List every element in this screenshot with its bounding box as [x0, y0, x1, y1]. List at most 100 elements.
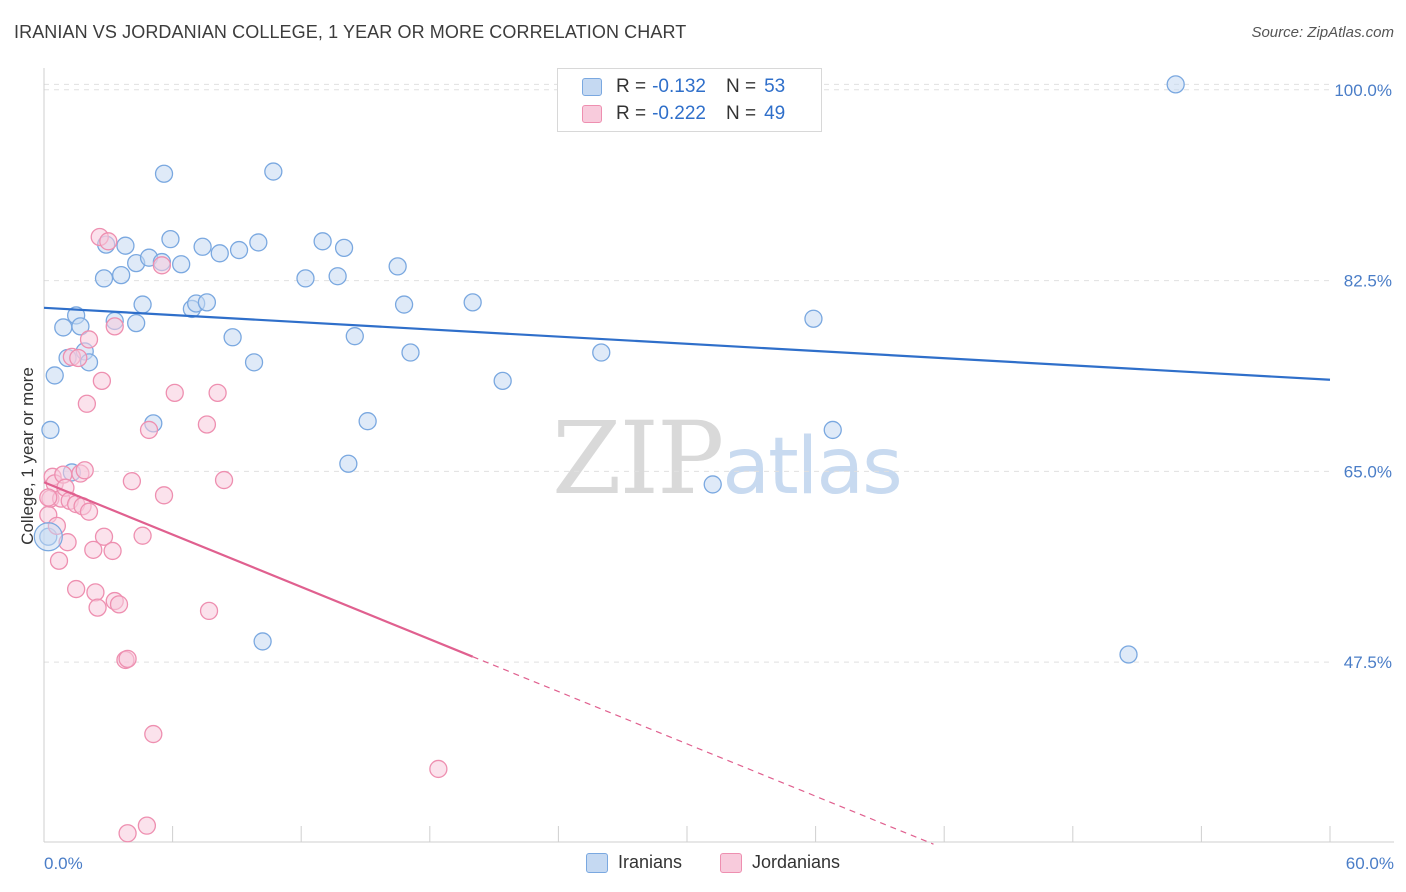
iranian-point: [401, 343, 420, 362]
jordanian-point: [105, 317, 124, 336]
x-tick-label-max: 60.0%: [1346, 854, 1394, 873]
jordanian-point: [152, 256, 172, 275]
iranian-point: [823, 420, 842, 440]
jordanian-point: [154, 486, 174, 505]
jordanian-point: [86, 583, 105, 602]
jordanian-point: [144, 724, 163, 744]
jordanian-point: [118, 824, 137, 843]
jordanian-point: [75, 461, 94, 480]
iranian-point: [71, 317, 90, 336]
y-tick-label: 82.5%: [1344, 272, 1392, 291]
legend-item-iranians: Iranians: [586, 852, 682, 873]
chart-title: IRANIAN VS JORDANIAN COLLEGE, 1 YEAR OR …: [14, 22, 687, 42]
iranian-point: [264, 162, 283, 181]
legend-swatch-iranians: [582, 78, 602, 96]
jordanian-point: [165, 383, 184, 403]
jordanian-point: [199, 601, 219, 621]
jordanian-point: [79, 502, 99, 521]
legend-swatch-jordanians: [582, 105, 602, 123]
iranian-point: [493, 371, 512, 391]
legend-r-value: -0.132: [652, 76, 706, 97]
iranian-point: [161, 230, 180, 249]
iranian-point: [804, 309, 823, 328]
jordanian-point: [103, 541, 122, 561]
jordanian-point: [94, 527, 114, 546]
iranian-point: [328, 267, 347, 286]
watermark: ZIPatlas: [552, 400, 903, 517]
iranian-point: [253, 632, 272, 651]
source-credit: Source: ZipAtlas.com: [1251, 24, 1394, 41]
iranian-point: [229, 240, 249, 260]
iranian-point: [33, 522, 63, 552]
jordanian-point: [197, 415, 217, 434]
iranian-point: [127, 313, 146, 333]
jordanian-point: [88, 598, 107, 617]
y-tick-label: 65.0%: [1344, 462, 1392, 481]
watermark-zip: ZIP: [552, 400, 724, 517]
iranian-point: [388, 257, 407, 276]
iranian-point: [394, 295, 414, 314]
iranian-point: [339, 454, 358, 473]
jordanian-point: [67, 579, 86, 599]
legend-row-iranians: R = -0.132 N = 53: [582, 74, 785, 100]
iranian-point: [45, 366, 64, 385]
iranian-point: [703, 475, 722, 494]
iranian-point: [197, 293, 217, 312]
jordanian-point: [77, 394, 97, 413]
iranian-point: [193, 237, 212, 256]
legend-r-label: R =: [616, 76, 647, 97]
iranian-point: [296, 269, 315, 288]
jordanian-point: [92, 371, 112, 391]
legend-label: Jordanians: [752, 852, 841, 872]
y-tick-label: 47.5%: [1344, 653, 1392, 672]
legend-r-value: -0.222: [652, 103, 706, 124]
jordanian-point: [118, 649, 137, 669]
iranian-point: [345, 327, 364, 346]
jordanian-point: [69, 348, 88, 368]
legend-item-jordanians: Jordanians: [720, 852, 840, 873]
iranian-trendline: [43, 306, 1331, 381]
jordanian-point: [99, 232, 118, 251]
iranian-point: [463, 293, 482, 312]
legend-n-label: N =: [725, 76, 757, 97]
watermark-atlas: atlas: [722, 422, 902, 512]
jordanian-point: [429, 759, 448, 779]
iranian-point: [112, 265, 131, 285]
legend-swatch: [586, 852, 608, 873]
iranian-point: [223, 328, 242, 347]
legend-swatch: [720, 852, 742, 873]
jordanian-point: [109, 595, 129, 614]
legend-row-jordanians: R = -0.222 N = 49: [582, 101, 785, 127]
jordanian-trendline-extrapolated: [472, 656, 934, 845]
iranian-point: [210, 244, 229, 263]
legend-n-label: N =: [725, 103, 757, 124]
jordanian-point: [208, 383, 227, 403]
correlation-legend: R = -0.132 N = 53 R = -0.222 N = 49: [557, 68, 822, 132]
jordanian-point: [214, 470, 234, 490]
iranian-point: [154, 164, 174, 183]
jordanian-point: [39, 488, 58, 507]
jordanian-point: [79, 330, 99, 349]
iranian-point: [313, 232, 332, 251]
iranian-point: [94, 269, 114, 288]
x-tick-label-min: 0.0%: [44, 854, 83, 873]
jordanian-point: [133, 526, 152, 545]
iranian-point: [249, 233, 268, 252]
iranian-point: [54, 318, 73, 337]
iranian-point: [116, 236, 135, 255]
jordanian-point: [122, 472, 142, 491]
jordanian-point: [49, 551, 69, 570]
legend-n-value: 49: [764, 103, 786, 124]
iranian-point: [41, 420, 60, 440]
iranian-point: [334, 238, 354, 258]
iranian-point: [172, 255, 191, 274]
jordanian-point: [137, 816, 157, 835]
iranian-point: [1166, 75, 1185, 94]
iranian-point: [244, 353, 264, 372]
legend-r-label: R =: [616, 103, 647, 124]
iranian-point: [1119, 645, 1138, 664]
iranian-point: [592, 343, 611, 362]
jordanian-point: [84, 540, 103, 559]
iranian-point: [133, 295, 152, 314]
